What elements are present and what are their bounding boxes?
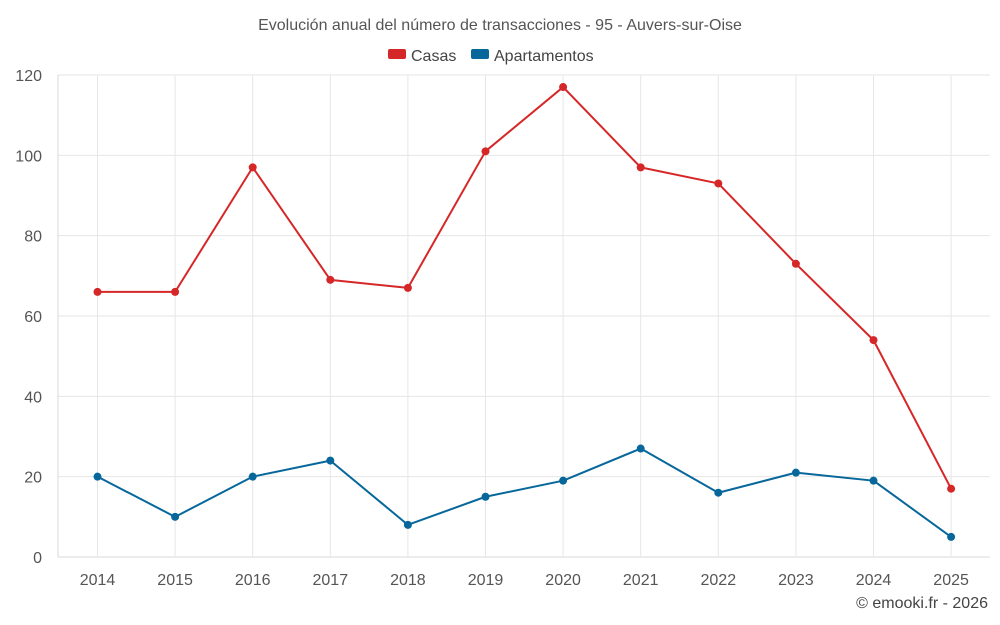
data-point-apartamentos[interactable] xyxy=(326,456,335,465)
y-tick-label: 120 xyxy=(15,68,42,85)
credit: © emooki.fr - 2026 xyxy=(856,595,988,612)
data-point-apartamentos[interactable] xyxy=(947,532,956,541)
y-tick-label: 0 xyxy=(33,550,42,567)
x-tick-label: 2021 xyxy=(623,572,659,589)
x-tick-label: 2015 xyxy=(157,572,193,589)
y-axis: 0 20 40 60 80 100 120 xyxy=(15,68,42,567)
legend-label-apartamentos[interactable]: Apartamentos xyxy=(494,48,594,65)
x-tick-label: 2017 xyxy=(313,572,349,589)
data-point-casas[interactable] xyxy=(248,163,257,172)
data-point-casas[interactable] xyxy=(481,147,490,156)
series-line-casas xyxy=(97,86,952,490)
legend: Casas Apartamentos xyxy=(388,48,594,65)
data-point-apartamentos[interactable] xyxy=(714,488,723,497)
data-point-apartamentos[interactable] xyxy=(403,520,412,529)
x-axis: 2014 2015 2016 2017 2018 2019 2020 2021 2022 2023… xyxy=(80,572,969,589)
x-tick-label: 2022 xyxy=(701,572,737,589)
data-point-casas[interactable] xyxy=(636,163,645,172)
x-tick-label: 2014 xyxy=(80,572,116,589)
data-point-casas[interactable] xyxy=(714,179,723,188)
data-point-casas[interactable] xyxy=(869,336,878,345)
data-point-apartamentos[interactable] xyxy=(869,476,878,485)
y-tick-label: 40 xyxy=(24,389,42,406)
data-point-casas[interactable] xyxy=(93,287,102,296)
data-point-apartamentos[interactable] xyxy=(559,476,568,485)
x-tick-label: 2023 xyxy=(778,572,814,589)
data-point-casas[interactable] xyxy=(947,484,956,493)
data-point-apartamentos[interactable] xyxy=(636,444,645,453)
data-point-casas[interactable] xyxy=(791,259,800,268)
legend-swatch-apartamentos xyxy=(471,49,489,59)
y-tick-label: 100 xyxy=(15,148,42,165)
grid xyxy=(57,74,990,558)
data-point-apartamentos[interactable] xyxy=(481,492,490,501)
data-point-apartamentos[interactable] xyxy=(171,512,180,521)
series-layer xyxy=(93,83,956,541)
legend-swatch-casas xyxy=(388,49,406,59)
data-point-apartamentos[interactable] xyxy=(93,472,102,481)
x-tick-label: 2019 xyxy=(468,572,504,589)
chart-title: Evolución anual del número de transaccio… xyxy=(258,17,742,34)
data-point-casas[interactable] xyxy=(326,275,335,284)
x-tick-label: 2020 xyxy=(545,572,581,589)
data-point-apartamentos[interactable] xyxy=(248,472,257,481)
y-tick-label: 80 xyxy=(24,229,42,246)
y-tick-label: 60 xyxy=(24,309,42,326)
series-line-apartamentos xyxy=(97,447,952,538)
data-point-apartamentos[interactable] xyxy=(791,468,800,477)
legend-label-casas[interactable]: Casas xyxy=(411,48,456,65)
x-tick-label: 2025 xyxy=(933,572,969,589)
data-point-casas[interactable] xyxy=(171,287,180,296)
x-tick-label: 2024 xyxy=(856,572,892,589)
x-tick-label: 2016 xyxy=(235,572,271,589)
y-tick-label: 20 xyxy=(24,470,42,487)
data-point-casas[interactable] xyxy=(403,283,412,292)
data-point-casas[interactable] xyxy=(559,83,568,92)
x-tick-label: 2018 xyxy=(390,572,426,589)
